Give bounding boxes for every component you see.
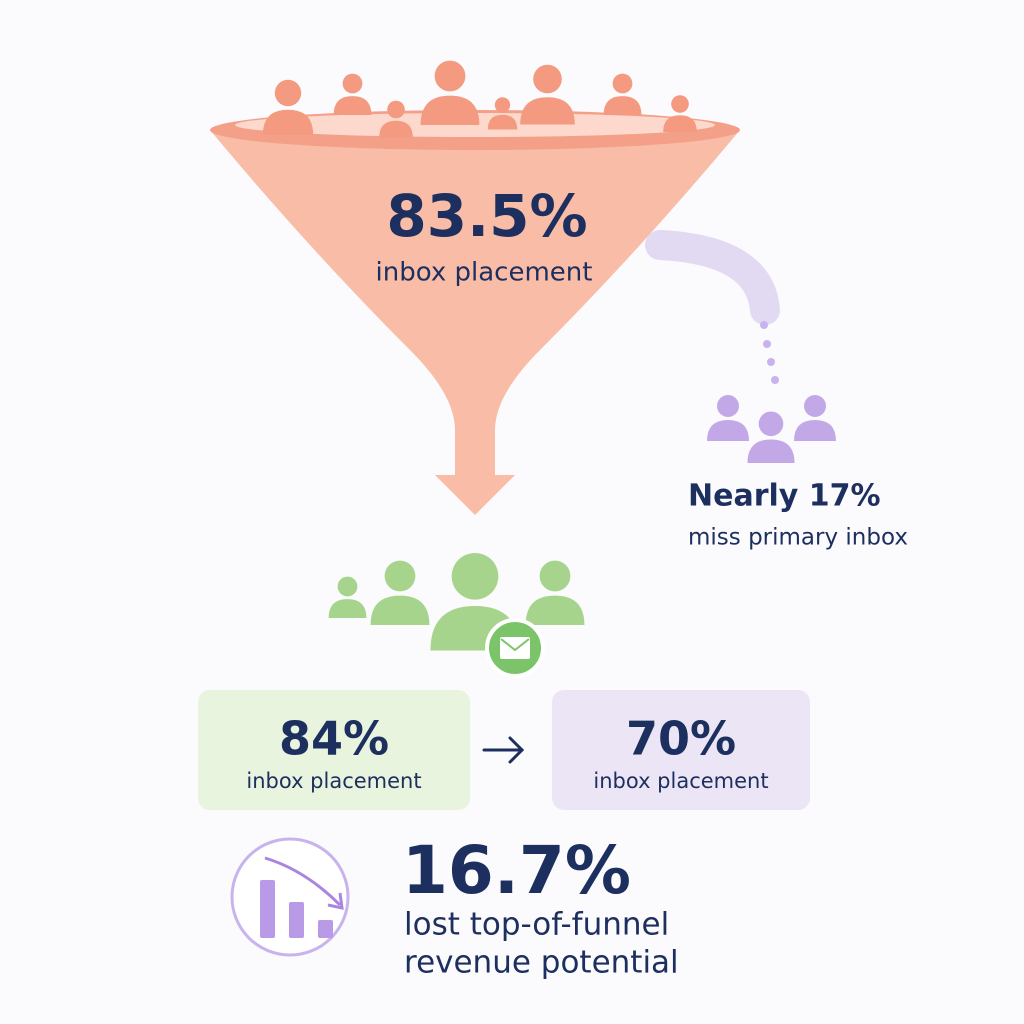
after-box bbox=[552, 690, 810, 810]
before-label: inbox placement bbox=[246, 769, 421, 793]
arrow-head bbox=[508, 736, 525, 764]
before-box bbox=[198, 690, 470, 810]
missed-label: miss primary inbox bbox=[688, 525, 908, 551]
icon-trend bbox=[264, 856, 342, 907]
icon-bar bbox=[289, 902, 304, 938]
funnel-stat: 83.5% bbox=[386, 182, 587, 250]
overflow-drops bbox=[760, 321, 779, 384]
loss-line-1: lost top-of-funnel bbox=[404, 907, 669, 943]
comparison-arrow bbox=[482, 736, 525, 764]
envelope-flap bbox=[500, 638, 530, 652]
overflow-stream bbox=[645, 230, 780, 325]
mail-badge bbox=[485, 618, 545, 678]
drop bbox=[760, 321, 768, 329]
loss-line-2: revenue potential bbox=[404, 945, 679, 981]
decline-icon bbox=[230, 837, 350, 957]
after-stat: 70% bbox=[626, 712, 736, 766]
icon-trend-head bbox=[327, 892, 344, 910]
funnel-opening bbox=[235, 113, 715, 137]
after-label: inbox placement bbox=[593, 769, 768, 793]
loss-stat: 16.7% bbox=[402, 832, 631, 909]
envelope bbox=[500, 637, 530, 659]
icon-bar bbox=[318, 920, 333, 938]
icon-bar bbox=[260, 880, 275, 938]
funnel bbox=[210, 130, 740, 515]
drop bbox=[767, 358, 775, 366]
missed-stat: Nearly 17% bbox=[688, 479, 881, 514]
before-stat: 84% bbox=[279, 712, 389, 766]
funnel-label: inbox placement bbox=[376, 258, 593, 288]
drop bbox=[763, 340, 771, 348]
drop bbox=[771, 376, 779, 384]
